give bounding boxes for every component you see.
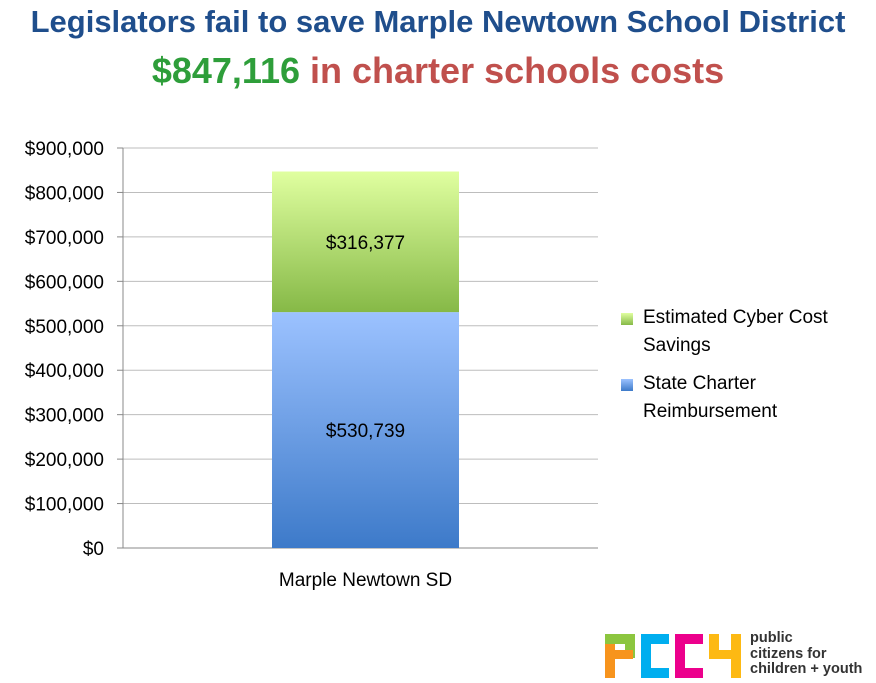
legend-swatch-cyber-savings [621,313,633,325]
data-label: $530,739 [326,421,405,442]
logo-text-line1: public [750,630,793,646]
y-tick-label: $300,000 [25,406,104,427]
chart-subtitle: $847,116 in charter schools costs [0,50,876,92]
subtitle-text: in charter schools costs [310,50,725,91]
pccy-logo-mark [605,634,741,678]
bar-segment-state-charter [272,312,459,548]
legend-item-cyber-savings: Estimated Cyber Cost Savings [621,304,873,360]
y-tick-label: $700,000 [25,228,104,249]
legend-label-state-charter: State Charter Reimbursement [643,373,778,422]
y-tick-label: $400,000 [25,361,104,382]
pccy-logo: public citizens for children + youth [605,630,875,680]
y-tick-label: $600,000 [25,272,104,293]
subtitle-amount: $847,116 [151,50,300,91]
legend-label-cyber-savings: Estimated Cyber Cost Savings [643,307,828,356]
legend: Estimated Cyber Cost Savings State Chart… [621,304,873,426]
legend-swatch-state-charter [621,379,633,391]
y-tick-label: $200,000 [25,450,104,471]
x-tick-label: Marple Newtown SD [279,570,452,591]
y-tick-label: $800,000 [25,183,104,204]
y-tick-label: $0 [83,539,104,560]
bar-segment-cyber-savings [272,171,459,313]
data-label: $316,377 [326,233,405,254]
y-tick-label: $500,000 [25,317,104,338]
y-tick-label: $100,000 [25,495,104,516]
chart-title: Legislators fail to save Marple Newtown … [30,4,846,39]
logo-text-line2: citizens for [750,645,827,662]
y-tick-label: $900,000 [25,139,104,160]
legend-item-state-charter: State Charter Reimbursement [621,370,873,426]
logo-text-line3: children + youth [750,661,863,677]
pccy-logo-text: public citizens for children + youth [750,630,863,678]
